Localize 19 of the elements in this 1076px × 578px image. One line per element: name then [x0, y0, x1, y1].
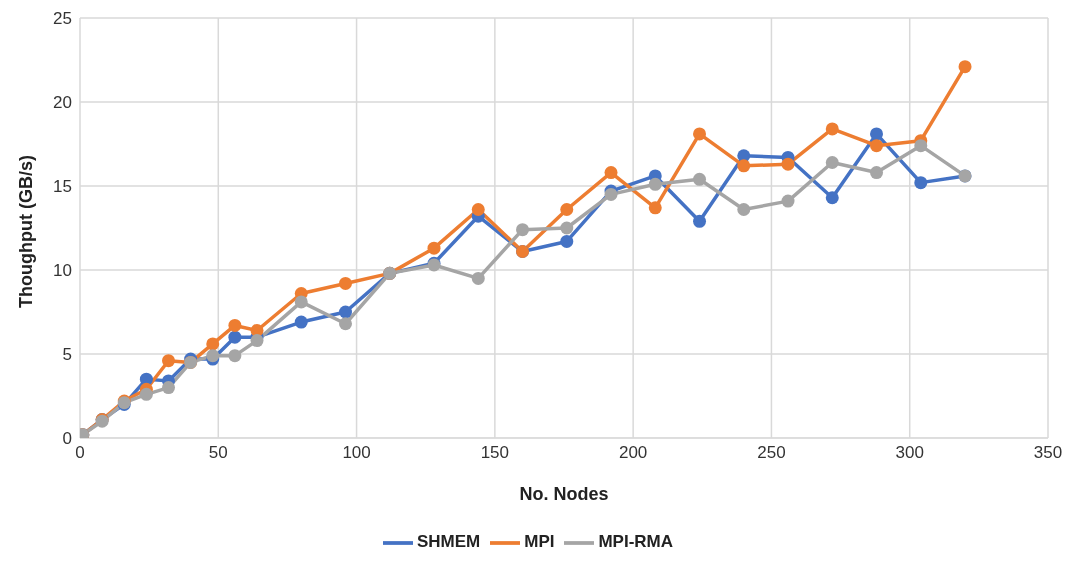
x-axis-title: No. Nodes [519, 484, 609, 504]
x-tick-label: 50 [208, 443, 228, 463]
x-tick-label: 100 [342, 443, 371, 463]
x-tick-label: 350 [1033, 443, 1063, 463]
x-tick-label: 150 [480, 443, 510, 463]
y-axis-title: Thoughput (GB/s) [16, 155, 37, 308]
y-tick-label: 10 [53, 261, 72, 281]
x-tick-label: 250 [757, 443, 786, 463]
y-tick-label: 15 [53, 177, 72, 197]
x-tick-label: 200 [618, 443, 648, 463]
y-tick-label: 0 [62, 429, 72, 449]
legend-label: SHMEM [416, 532, 481, 552]
x-tick-label: 300 [895, 443, 924, 463]
x-tick-label: 0 [75, 443, 85, 463]
y-tick-label: 20 [53, 93, 72, 113]
y-tick-label: 25 [53, 9, 72, 29]
legend-label: MPI-RMA [598, 532, 674, 552]
legend-label: MPI [524, 532, 555, 552]
y-tick-label: 5 [62, 345, 72, 365]
